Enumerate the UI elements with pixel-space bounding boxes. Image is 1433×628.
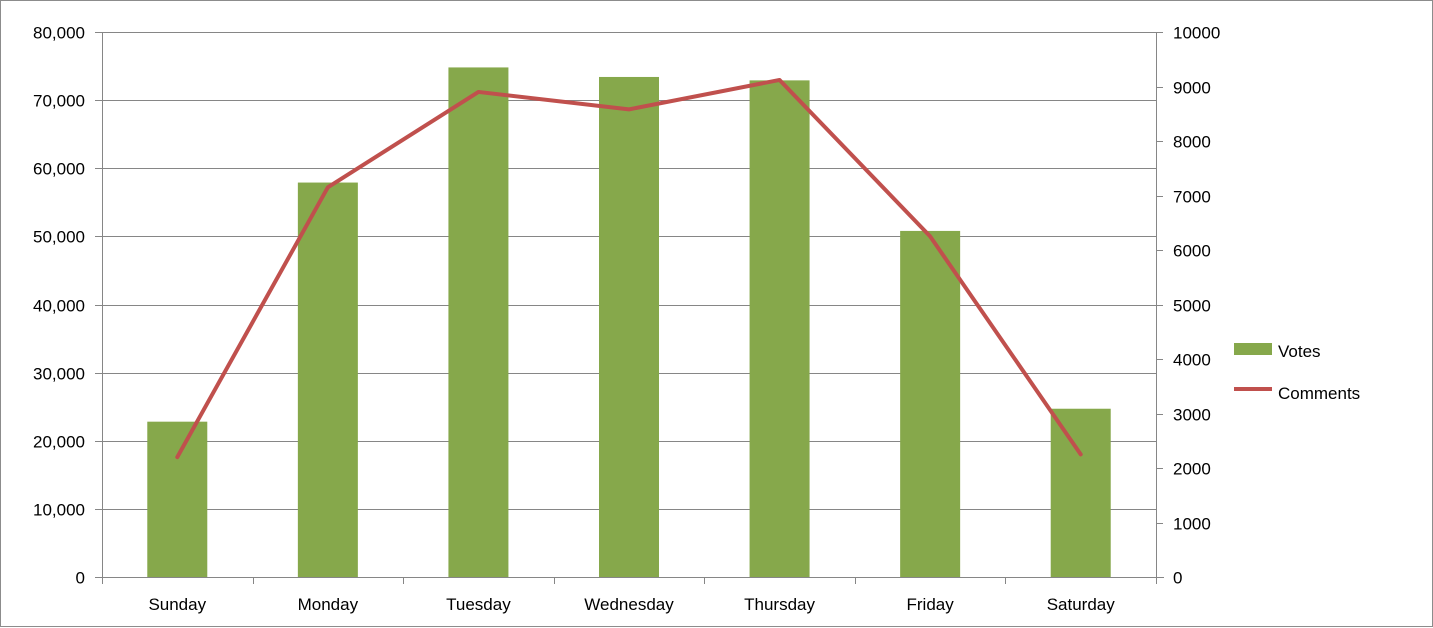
right-tick-label: 5000 bbox=[1173, 297, 1211, 316]
right-tick-label: 9000 bbox=[1173, 79, 1211, 98]
right-tick-label: 0 bbox=[1173, 569, 1182, 588]
bar-votes bbox=[297, 182, 358, 577]
legend-label-votes: Votes bbox=[1278, 342, 1321, 361]
x-tick-label: Saturday bbox=[1047, 595, 1116, 614]
left-tick-label: 60,000 bbox=[33, 160, 85, 179]
point-comments bbox=[628, 108, 630, 110]
right-tick-label: 1000 bbox=[1173, 515, 1211, 534]
point-comments bbox=[176, 456, 178, 458]
left-tick-label: 40,000 bbox=[33, 297, 85, 316]
left-tick-label: 70,000 bbox=[33, 92, 85, 111]
right-tick-label: 7000 bbox=[1173, 188, 1211, 207]
point-comments bbox=[929, 235, 931, 237]
x-tick-label: Friday bbox=[907, 595, 955, 614]
left-tick-label: 0 bbox=[76, 569, 85, 588]
legend-swatch-votes bbox=[1234, 343, 1272, 355]
left-tick-label: 80,000 bbox=[33, 24, 85, 43]
point-comments bbox=[477, 91, 479, 93]
x-tick-label: Sunday bbox=[148, 595, 206, 614]
bar-votes bbox=[1050, 408, 1111, 577]
right-tick-label: 2000 bbox=[1173, 460, 1211, 479]
point-comments bbox=[327, 186, 329, 188]
left-tick-label: 20,000 bbox=[33, 433, 85, 452]
right-tick-label: 10000 bbox=[1173, 24, 1220, 43]
x-tick-label: Wednesday bbox=[584, 595, 674, 614]
left-tick-label: 10,000 bbox=[33, 501, 85, 520]
right-tick-label: 6000 bbox=[1173, 242, 1211, 261]
x-tick-label: Monday bbox=[298, 595, 359, 614]
bar-votes bbox=[599, 76, 659, 578]
right-tick-label: 8000 bbox=[1173, 133, 1211, 152]
bar-votes bbox=[900, 230, 961, 578]
legend-label-comments: Comments bbox=[1278, 384, 1360, 403]
point-comments bbox=[779, 79, 781, 81]
x-tick-label: Thursday bbox=[744, 595, 815, 614]
left-tick-label: 30,000 bbox=[33, 365, 85, 384]
point-comments bbox=[1080, 453, 1082, 455]
right-tick-label: 4000 bbox=[1173, 351, 1211, 370]
bar-votes bbox=[749, 80, 810, 578]
left-tick-label: 50,000 bbox=[33, 228, 85, 247]
right-tick-label: 3000 bbox=[1173, 406, 1211, 425]
bar-votes bbox=[448, 67, 509, 578]
x-tick-label: Tuesday bbox=[446, 595, 511, 614]
bar-votes bbox=[147, 421, 208, 577]
